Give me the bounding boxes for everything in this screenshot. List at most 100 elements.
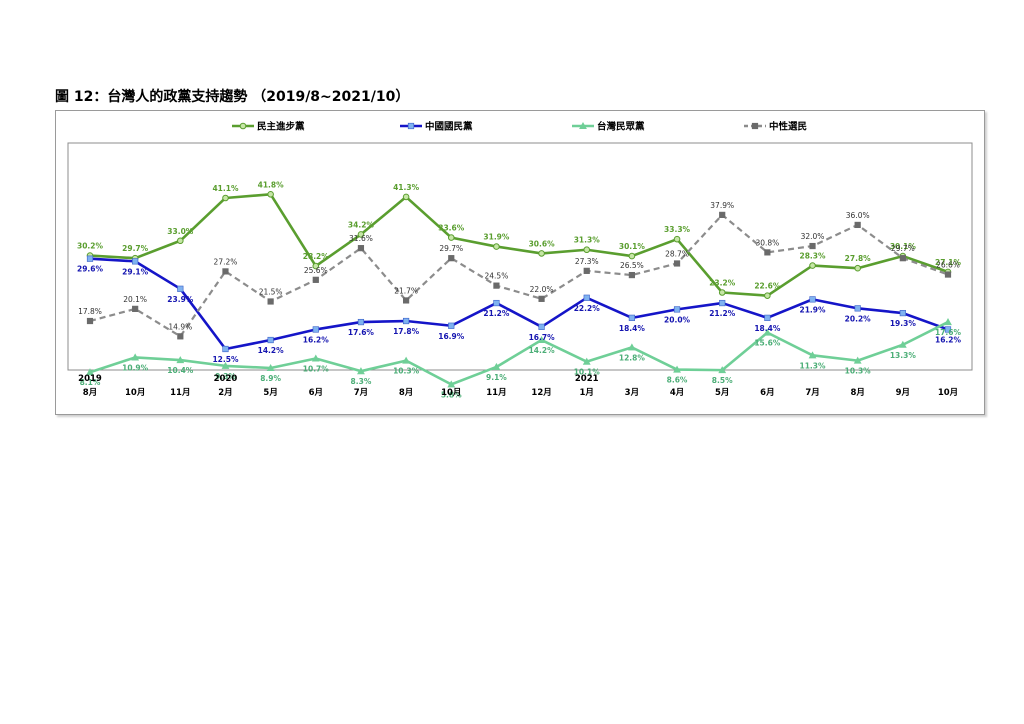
- data-label: 26.6%: [936, 261, 960, 270]
- data-point: [222, 345, 229, 353]
- data-label: 9.1%: [486, 373, 507, 382]
- series-line-0: [89, 192, 949, 297]
- x-tick-label: 8月: [850, 388, 864, 398]
- data-point: [809, 262, 816, 269]
- data-point: [447, 234, 455, 241]
- data-label: 33.3%: [664, 225, 691, 234]
- x-tick-label: 8月: [83, 388, 97, 398]
- data-label: 16.9%: [438, 332, 465, 341]
- data-label: 10.3%: [845, 367, 872, 376]
- data-label: 22.2%: [574, 304, 601, 313]
- data-label: 16.2%: [303, 335, 330, 344]
- data-label: 21.7%: [394, 286, 418, 295]
- data-point: [493, 282, 500, 289]
- data-labels: 30.2% 29.7% 33.0% 41.1% 41.8% 28.2% 34.2% 41.3%…: [77, 180, 962, 399]
- data-label: 8.6%: [667, 376, 688, 385]
- legend-label: 台灣民眾黨: [597, 121, 645, 133]
- data-label: 5.8%: [441, 390, 462, 399]
- data-label: 8.5%: [712, 376, 733, 385]
- legend-label: 民主進步黨: [257, 121, 305, 133]
- data-label: 18.4%: [619, 324, 646, 333]
- data-label: 10.7%: [303, 365, 330, 374]
- series-line-2: [89, 320, 949, 386]
- x-tick-label: 4月: [670, 388, 684, 398]
- data-label: 16.7%: [529, 333, 556, 342]
- data-point: [403, 317, 410, 325]
- data-point: [899, 255, 906, 262]
- data-label: 24.5%: [485, 272, 509, 281]
- data-label: 30.1%: [619, 242, 646, 251]
- data-point: [627, 343, 636, 351]
- data-label: 8.1%: [80, 378, 101, 387]
- data-label: 23.9%: [167, 295, 194, 304]
- data-label: 14.2%: [258, 346, 285, 355]
- legend-marker: [407, 122, 415, 130]
- data-point: [221, 361, 230, 369]
- x-tick-label: 11月: [486, 388, 506, 398]
- data-point: [628, 252, 636, 260]
- data-point: [944, 271, 952, 278]
- data-point: [583, 246, 591, 254]
- data-label: 30.8%: [755, 238, 779, 247]
- year-label: 2021: [575, 374, 599, 384]
- series-layer: [86, 190, 952, 388]
- data-point: [583, 294, 590, 301]
- plot-area: [67, 142, 973, 371]
- data-point: [898, 340, 907, 348]
- data-label: 29.6%: [77, 265, 104, 274]
- data-point: [177, 285, 184, 292]
- data-point: [628, 271, 635, 279]
- data-point: [266, 363, 275, 372]
- data-label: 32.0%: [801, 232, 825, 241]
- data-label: 25.6%: [304, 266, 328, 275]
- data-label: 36.0%: [846, 211, 870, 220]
- data-label: 26.5%: [620, 261, 644, 270]
- data-point: [177, 333, 184, 340]
- series-line-1: [89, 257, 949, 351]
- data-point: [177, 237, 184, 245]
- data-point: [492, 362, 501, 370]
- series-line-3: [89, 213, 949, 338]
- data-point: [357, 318, 365, 326]
- data-point: [403, 297, 410, 304]
- data-label: 10.9%: [122, 363, 149, 372]
- data-point: [854, 221, 861, 229]
- data-point: [402, 356, 411, 364]
- data-label: 27.3%: [575, 257, 599, 266]
- data-label: 15.6%: [754, 339, 781, 348]
- data-label: 10.1%: [574, 368, 601, 377]
- data-label: 12.8%: [619, 353, 646, 362]
- data-point: [853, 356, 862, 364]
- data-label: 41.1%: [212, 184, 239, 193]
- data-point: [854, 264, 861, 272]
- data-label: 27.1%: [935, 258, 962, 267]
- data-point: [809, 242, 816, 250]
- data-point: [719, 299, 726, 307]
- data-point: [808, 351, 817, 359]
- data-point: [899, 309, 906, 317]
- data-point: [267, 190, 274, 198]
- data-label: 29.7%: [122, 244, 149, 253]
- data-point: [538, 295, 545, 302]
- x-tick-label: 11月: [170, 388, 190, 398]
- data-label: 41.3%: [393, 183, 420, 192]
- data-point: [222, 268, 229, 275]
- data-point: [222, 194, 229, 202]
- legend-label: 中性選民: [769, 121, 807, 133]
- data-point: [628, 314, 635, 321]
- x-tick-label: 12月: [531, 388, 551, 398]
- x-tick-label: 6月: [309, 388, 323, 398]
- data-label: 29.7%: [439, 244, 463, 253]
- x-tick-label: 5月: [263, 388, 277, 398]
- x-axis: 8月 10月 11月 2月 5月 6月 7月 8月 10月 11月 12月 1月 3月 4月 5月 6月 7月 8…: [78, 374, 958, 398]
- data-label: 30.2%: [77, 242, 104, 251]
- x-tick-label: 7月: [805, 388, 819, 398]
- data-label: 17.6%: [348, 328, 375, 337]
- data-point: [132, 305, 139, 312]
- data-label: 14.2%: [529, 346, 556, 355]
- data-label: 41.8%: [258, 180, 285, 189]
- data-point: [86, 255, 94, 262]
- data-point: [312, 326, 319, 333]
- data-label: 31.6%: [349, 234, 373, 243]
- data-point: [448, 322, 455, 329]
